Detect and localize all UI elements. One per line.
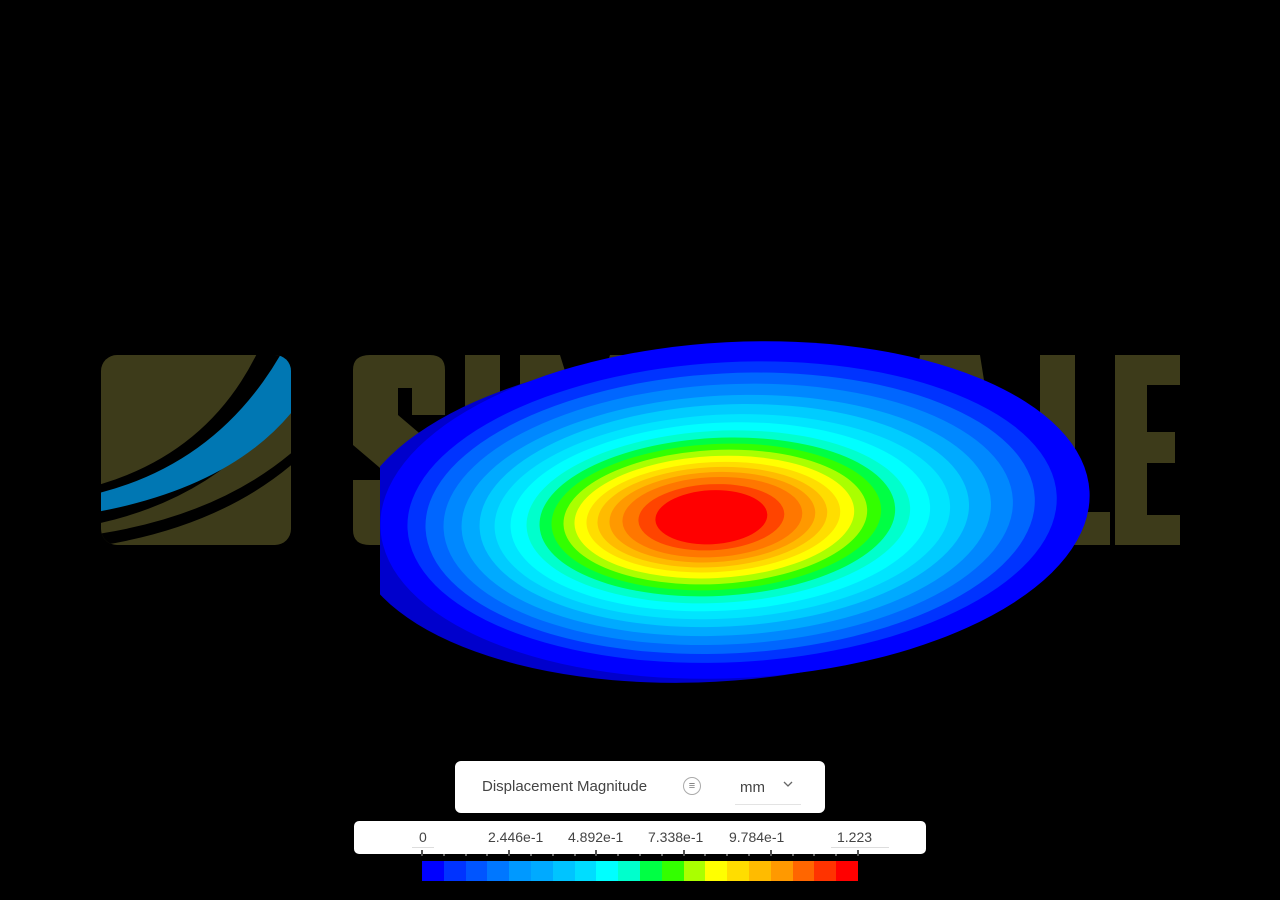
simscale-logo-mark-icon — [101, 355, 291, 545]
colorbar-tick — [857, 850, 859, 856]
colorbar-swatch — [705, 861, 728, 881]
colorbar-tick — [769, 850, 772, 856]
colorbar-tick — [530, 854, 532, 856]
colorbar-tick — [639, 854, 641, 856]
min-input-underline — [412, 847, 434, 848]
colorbar-swatch — [552, 861, 575, 881]
legend-title: Displacement Magnitude — [482, 778, 648, 795]
colorbar-tick — [813, 854, 816, 856]
colorbar-tick — [464, 854, 467, 856]
colorbar-swatch — [465, 861, 488, 881]
colorbar-tick — [748, 854, 750, 856]
colorbar-tick — [508, 850, 511, 856]
tick-label-max[interactable]: 1.223 — [837, 829, 873, 845]
colorbar-tick — [835, 854, 838, 856]
tick-label-min[interactable]: 0 — [419, 829, 427, 845]
colorbar-tick — [551, 854, 554, 856]
colorbar-swatch — [509, 861, 531, 881]
colorbar-swatch — [792, 861, 815, 881]
list-icon[interactable]: ≡ — [683, 777, 701, 795]
legend-scale-labels: 0 2.446e-1 4.892e-1 7.338e-1 9.784e-1 1.… — [354, 821, 926, 854]
colorbar-tick — [595, 850, 598, 856]
colorbar-tick — [442, 854, 445, 856]
colorbar-swatch — [530, 861, 553, 881]
colorbar-swatch — [574, 861, 597, 881]
colorbar-swatch — [770, 861, 793, 881]
max-input-underline — [831, 847, 889, 848]
colorbar-tick — [791, 854, 794, 856]
tick-label: 9.784e-1 — [729, 829, 785, 845]
unit-dropdown[interactable]: mm — [735, 771, 801, 805]
colorbar-swatch — [422, 861, 444, 881]
colorbar-swatch — [814, 861, 837, 881]
tick-label: 7.338e-1 — [648, 829, 704, 845]
colorbar-swatch — [836, 861, 858, 881]
colorbar-tick — [704, 854, 707, 856]
colorbar-swatch — [661, 861, 684, 881]
colorbar-swatch — [748, 861, 771, 881]
colorbar-swatch — [618, 861, 640, 881]
chevron-down-icon — [782, 778, 794, 793]
colorbar-tick — [682, 850, 685, 856]
tick-label: 4.892e-1 — [568, 829, 624, 845]
colorbar-tick — [486, 854, 489, 856]
colorbar — [422, 861, 858, 881]
colorbar-tick — [617, 854, 620, 856]
colorbar-swatch — [596, 861, 619, 881]
colorbar-tick — [726, 854, 729, 856]
displacement-contour-model[interactable] — [380, 335, 1100, 690]
colorbar-swatch — [443, 861, 466, 881]
colorbar-swatch — [727, 861, 749, 881]
colorbar-swatch — [639, 861, 662, 881]
unit-value: mm — [740, 779, 765, 796]
colorbar-swatch — [487, 861, 510, 881]
tick-label: 2.446e-1 — [488, 829, 544, 845]
colorbar-tick — [660, 854, 663, 856]
colorbar-ticks — [421, 850, 859, 860]
colorbar-tick — [421, 850, 423, 856]
colorbar-tick — [573, 854, 576, 856]
legend-panel: Displacement Magnitude ≡ mm — [455, 761, 825, 813]
colorbar-swatch — [683, 861, 706, 881]
